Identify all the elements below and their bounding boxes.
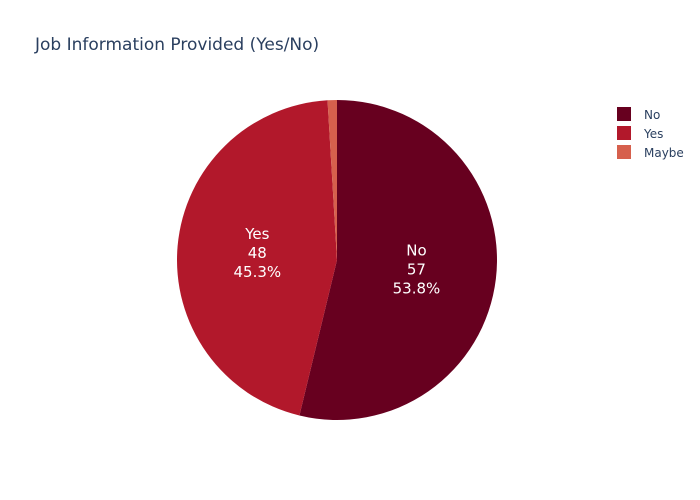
legend-swatch-yes — [617, 126, 631, 140]
slice-label-category: No — [406, 241, 426, 259]
legend-label-yes: Yes — [643, 127, 663, 141]
legend-item-yes[interactable]: Yes — [617, 126, 663, 141]
slice-label-no: No 57 53.8% — [393, 241, 441, 297]
legend-item-no[interactable]: No — [617, 107, 660, 122]
chart-title: Job Information Provided (Yes/No) — [34, 35, 319, 55]
legend-label-maybe: Maybe — [644, 146, 684, 160]
pie-slice-yes[interactable] — [177, 100, 337, 416]
pie-slice-no[interactable] — [299, 100, 498, 420]
slice-label-yes: Yes 48 45.3% — [233, 225, 281, 281]
legend: No Yes Maybe — [617, 107, 684, 160]
pie-slices — [177, 100, 498, 420]
slice-label-percent: 45.3% — [233, 263, 281, 281]
pie-slice-maybe[interactable] — [327, 100, 337, 260]
legend-label-no: No — [644, 108, 660, 122]
slice-label-percent: 53.8% — [393, 279, 441, 297]
legend-swatch-maybe — [617, 145, 631, 159]
slice-label-category: Yes — [244, 225, 269, 243]
slice-label-value: 48 — [248, 244, 267, 262]
legend-swatch-no — [617, 107, 631, 121]
legend-item-maybe[interactable]: Maybe — [617, 145, 684, 160]
pie-slice-labels: No 57 53.8% Yes 48 45.3% — [233, 225, 440, 298]
slice-label-value: 57 — [407, 260, 426, 278]
